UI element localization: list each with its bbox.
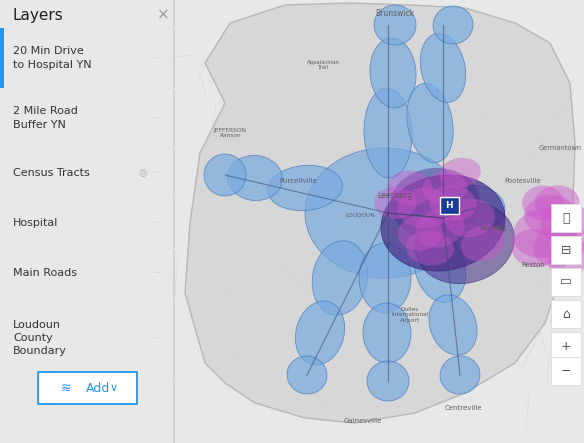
Text: ▭: ▭ bbox=[560, 276, 572, 288]
Text: ···: ··· bbox=[154, 113, 165, 123]
Ellipse shape bbox=[374, 187, 416, 219]
Ellipse shape bbox=[439, 158, 481, 188]
Ellipse shape bbox=[429, 295, 477, 355]
Text: ···: ··· bbox=[154, 53, 165, 63]
Text: ···: ··· bbox=[154, 268, 165, 278]
Text: ≋: ≋ bbox=[60, 381, 71, 395]
Text: ⌕: ⌕ bbox=[562, 211, 570, 225]
FancyBboxPatch shape bbox=[551, 332, 581, 360]
FancyBboxPatch shape bbox=[551, 236, 581, 264]
Ellipse shape bbox=[433, 6, 473, 44]
Ellipse shape bbox=[370, 38, 416, 108]
Text: Add: Add bbox=[85, 381, 110, 395]
Ellipse shape bbox=[388, 171, 433, 206]
Ellipse shape bbox=[445, 186, 505, 230]
Ellipse shape bbox=[407, 83, 453, 163]
Text: ···: ··· bbox=[154, 168, 165, 178]
Text: Centreville: Centreville bbox=[444, 405, 482, 411]
Text: Germantown: Germantown bbox=[538, 145, 582, 151]
Text: Purcellville: Purcellville bbox=[279, 178, 317, 184]
Ellipse shape bbox=[367, 361, 409, 401]
Text: JEFFERSON
Ranson: JEFFERSON Ranson bbox=[214, 128, 246, 138]
FancyBboxPatch shape bbox=[551, 204, 581, 232]
Ellipse shape bbox=[548, 240, 584, 276]
Ellipse shape bbox=[534, 186, 579, 221]
Ellipse shape bbox=[513, 208, 578, 258]
Text: Census Tracts: Census Tracts bbox=[13, 168, 90, 178]
Ellipse shape bbox=[406, 230, 454, 265]
Text: Main Roads: Main Roads bbox=[13, 268, 77, 278]
Text: Poolesville: Poolesville bbox=[505, 178, 541, 184]
Ellipse shape bbox=[511, 229, 559, 267]
Text: Hospital: Hospital bbox=[13, 218, 58, 228]
FancyBboxPatch shape bbox=[38, 372, 137, 404]
Ellipse shape bbox=[445, 199, 495, 237]
Text: Leesburg: Leesburg bbox=[377, 190, 412, 199]
Ellipse shape bbox=[296, 301, 345, 365]
Ellipse shape bbox=[461, 225, 505, 261]
FancyBboxPatch shape bbox=[551, 300, 581, 328]
Bar bbox=[173, 0, 175, 443]
Text: 2 Mile Road
Buffer YN: 2 Mile Road Buffer YN bbox=[13, 106, 78, 130]
Text: +: + bbox=[561, 339, 571, 353]
Ellipse shape bbox=[312, 241, 368, 315]
Text: H: H bbox=[445, 201, 453, 210]
Text: 20 Min Drive
to Hospital YN: 20 Min Drive to Hospital YN bbox=[13, 47, 92, 70]
Text: ◎: ◎ bbox=[139, 168, 147, 178]
Text: ···: ··· bbox=[154, 218, 165, 228]
Ellipse shape bbox=[414, 233, 466, 303]
FancyBboxPatch shape bbox=[440, 197, 458, 214]
Text: Loudoun
County
Boundary: Loudoun County Boundary bbox=[13, 320, 67, 356]
Text: Sterling: Sterling bbox=[479, 225, 506, 231]
Text: Reston: Reston bbox=[521, 262, 545, 268]
Ellipse shape bbox=[423, 171, 467, 205]
Text: LOUDOUN: LOUDOUN bbox=[345, 213, 375, 218]
Ellipse shape bbox=[522, 186, 564, 221]
Ellipse shape bbox=[204, 154, 246, 196]
Ellipse shape bbox=[524, 195, 576, 235]
Ellipse shape bbox=[374, 5, 416, 45]
Bar bbox=[0, 28, 4, 88]
Text: ⊟: ⊟ bbox=[561, 244, 571, 256]
Text: Brunswick: Brunswick bbox=[376, 8, 415, 18]
Text: ⌂: ⌂ bbox=[562, 307, 570, 320]
Text: ···: ··· bbox=[154, 333, 165, 343]
Ellipse shape bbox=[398, 215, 443, 251]
Text: ×: × bbox=[157, 8, 169, 23]
Ellipse shape bbox=[440, 356, 480, 394]
Ellipse shape bbox=[228, 155, 283, 201]
Ellipse shape bbox=[415, 209, 465, 248]
Ellipse shape bbox=[416, 202, 515, 284]
Ellipse shape bbox=[533, 223, 584, 267]
Ellipse shape bbox=[287, 356, 327, 394]
FancyBboxPatch shape bbox=[551, 357, 581, 385]
Ellipse shape bbox=[420, 34, 465, 102]
Ellipse shape bbox=[364, 88, 412, 178]
Ellipse shape bbox=[267, 165, 342, 211]
Text: Layers: Layers bbox=[12, 8, 62, 23]
Text: Appalachian
Trail: Appalachian Trail bbox=[307, 60, 339, 70]
Ellipse shape bbox=[540, 203, 584, 242]
Text: Dulles
International
Airport: Dulles International Airport bbox=[391, 307, 429, 323]
FancyBboxPatch shape bbox=[551, 268, 581, 296]
Ellipse shape bbox=[390, 168, 480, 238]
Ellipse shape bbox=[305, 148, 465, 278]
Text: Gainesville: Gainesville bbox=[344, 418, 382, 424]
Polygon shape bbox=[185, 3, 575, 423]
Ellipse shape bbox=[398, 188, 453, 228]
Text: ∨: ∨ bbox=[109, 383, 117, 393]
Ellipse shape bbox=[359, 243, 411, 313]
Ellipse shape bbox=[363, 303, 411, 363]
Ellipse shape bbox=[429, 185, 477, 221]
Ellipse shape bbox=[381, 175, 505, 271]
Text: −: − bbox=[561, 365, 571, 377]
